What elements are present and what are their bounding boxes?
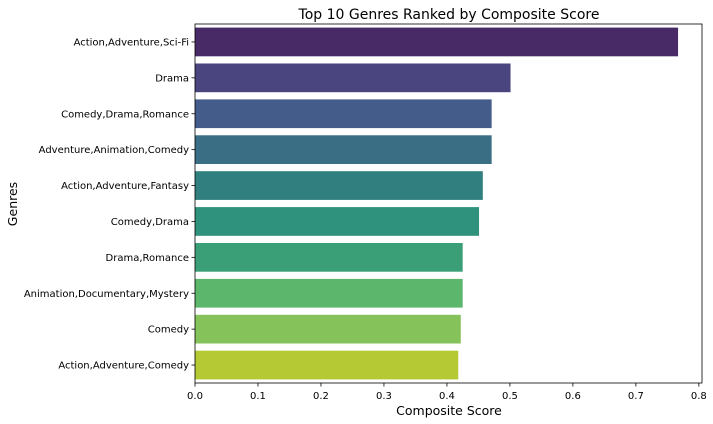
bar — [195, 99, 492, 129]
bar — [195, 278, 463, 308]
bar — [195, 350, 459, 380]
y-tick-label: Animation,Documentary,Mystery — [24, 289, 189, 300]
x-axis-ticks: 0.0 0.1 0.2 0.3 0.4 0.5 0.6 0.7 0.8 — [187, 383, 707, 402]
y-tick-label: Action,Adventure,Fantasy — [61, 181, 189, 192]
x-tick-label: 0.3 — [376, 391, 392, 402]
y-tick-label: Action,Adventure,Sci-Fi — [74, 37, 189, 48]
x-tick-label: 0.8 — [691, 391, 707, 402]
y-tick-label: Action,Adventure,Comedy — [58, 361, 189, 372]
x-axis-label: Composite Score — [396, 403, 502, 418]
x-tick-label: 0.7 — [628, 391, 644, 402]
y-tick-label: Adventure,Animation,Comedy — [39, 145, 189, 156]
y-tick-label: Comedy — [148, 325, 189, 336]
x-tick-label: 0.4 — [439, 391, 455, 402]
bar — [195, 314, 461, 344]
bar — [195, 207, 480, 236]
y-axis-label: Genres — [5, 182, 20, 226]
bar — [195, 171, 483, 200]
x-tick-label: 0.6 — [565, 391, 581, 402]
y-tick-label: Drama,Romance — [106, 253, 189, 264]
x-tick-label: 0.2 — [313, 391, 329, 402]
y-tick-label: Comedy,Drama — [111, 217, 189, 228]
bar — [195, 63, 511, 93]
bars-group — [195, 27, 679, 380]
bar — [195, 135, 492, 165]
bar — [195, 27, 679, 57]
bar — [195, 242, 463, 272]
plot-frame — [194, 23, 703, 384]
y-tick-label: Comedy,Drama,Romance — [61, 109, 189, 120]
x-tick-label: 0.5 — [502, 391, 518, 402]
y-tick-label: Drama — [155, 73, 189, 84]
x-tick-label: 0.0 — [187, 391, 203, 402]
y-axis-ticks: Action,Adventure,Sci-Fi Drama Comedy,Drama… — [24, 37, 195, 372]
x-tick-label: 0.1 — [250, 391, 266, 402]
chart-title: Top 10 Genres Ranked by Composite Score — [298, 7, 600, 23]
